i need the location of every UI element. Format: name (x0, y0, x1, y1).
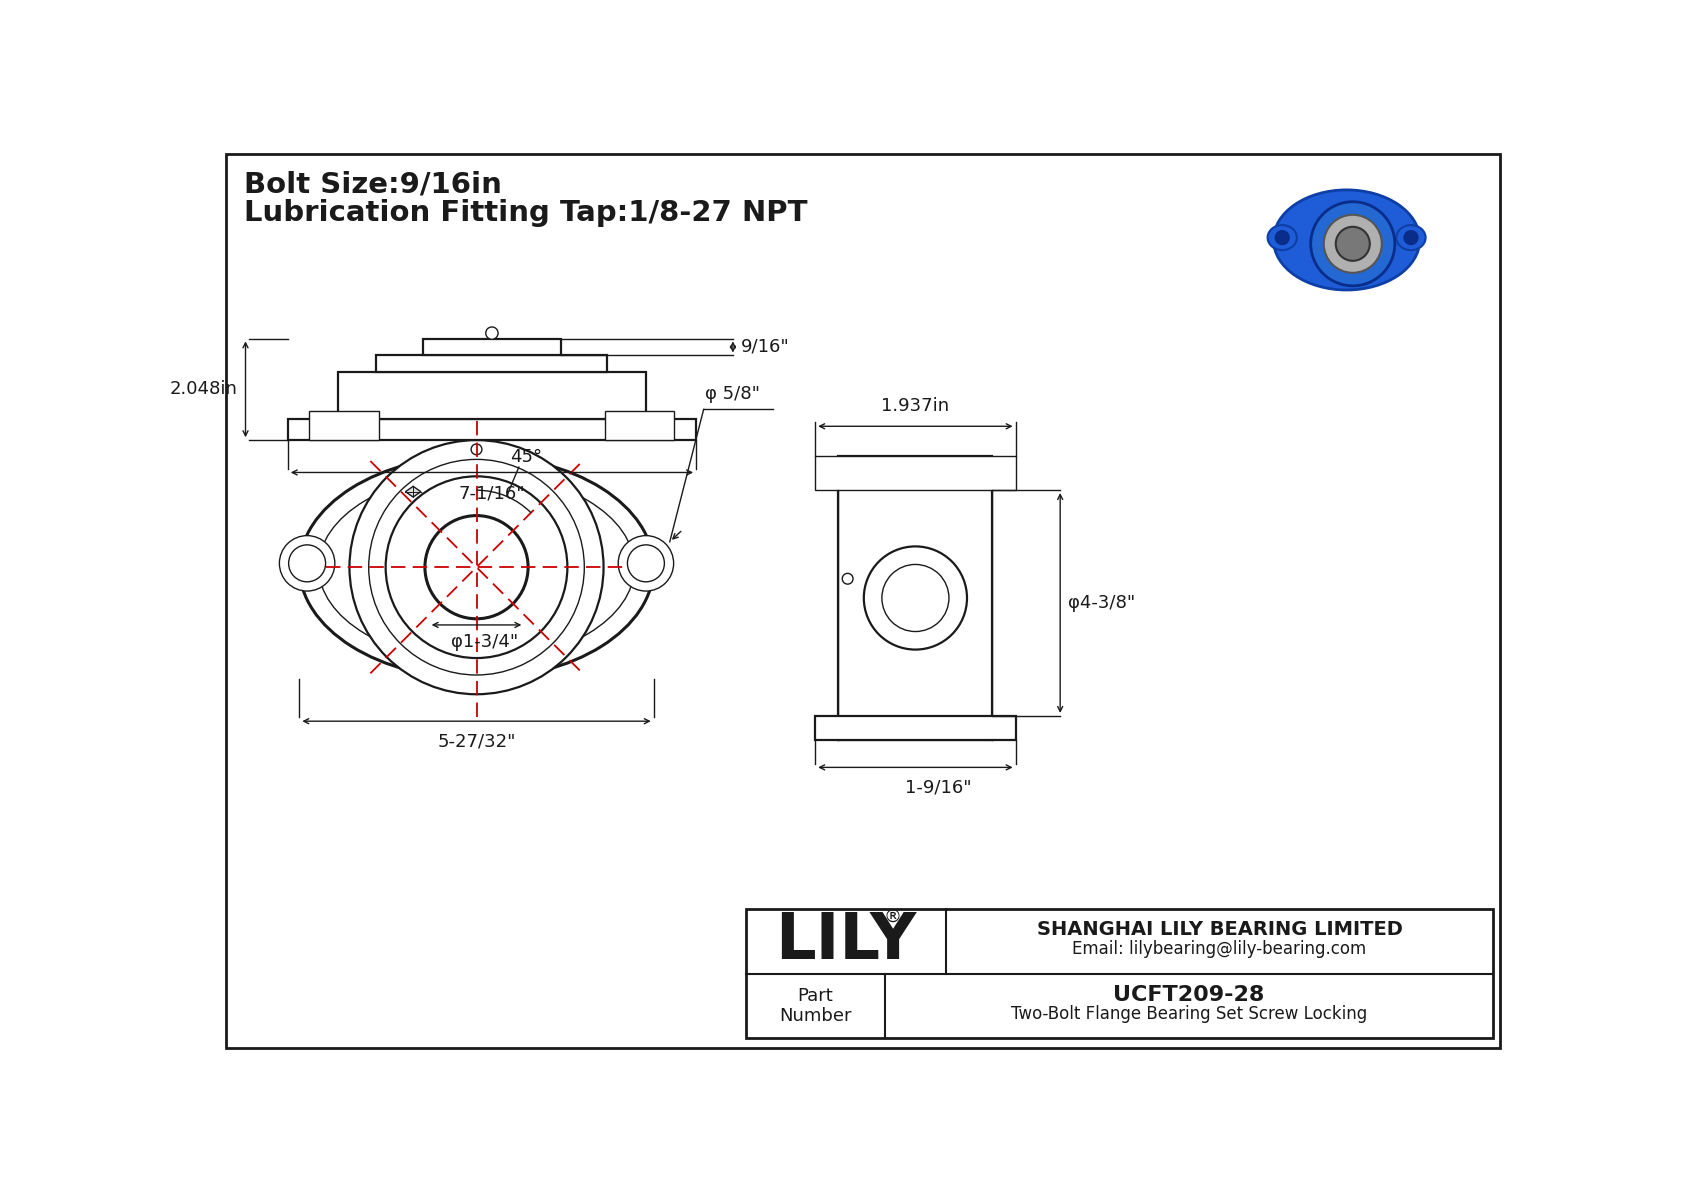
Text: LILY: LILY (776, 910, 916, 972)
Text: 5-27/32": 5-27/32" (438, 732, 515, 750)
Circle shape (280, 536, 335, 591)
Text: Bolt Size:9/16in: Bolt Size:9/16in (244, 170, 502, 199)
Bar (310, 411, 379, 441)
Circle shape (350, 441, 603, 694)
Bar (423, 338, 561, 355)
Ellipse shape (318, 473, 635, 661)
Text: 2.048in: 2.048in (170, 380, 237, 398)
Circle shape (842, 573, 854, 584)
Text: Part
Number: Part Number (780, 986, 852, 1025)
Bar (338, 373, 647, 418)
Bar (377, 355, 608, 373)
Text: 9/16": 9/16" (741, 338, 790, 356)
Text: 1.937in: 1.937in (881, 397, 950, 414)
Bar (288, 418, 695, 441)
Polygon shape (406, 486, 421, 497)
Circle shape (1324, 214, 1383, 273)
Circle shape (882, 565, 950, 631)
Ellipse shape (1396, 225, 1426, 250)
Circle shape (485, 328, 498, 339)
Circle shape (864, 547, 967, 649)
Circle shape (628, 544, 665, 582)
Text: 1-9/16": 1-9/16" (906, 779, 972, 797)
Ellipse shape (1268, 225, 1297, 250)
Text: φ1-3/4": φ1-3/4" (451, 632, 519, 650)
Bar (815, 455, 1015, 491)
Bar (605, 411, 674, 441)
Circle shape (386, 476, 568, 659)
Text: φ4-3/8": φ4-3/8" (1068, 594, 1135, 612)
Text: UCFT209-28: UCFT209-28 (1113, 985, 1265, 1005)
Text: 7-1/16": 7-1/16" (458, 484, 525, 503)
Text: φ 5/8": φ 5/8" (706, 385, 759, 404)
Bar (839, 455, 992, 741)
Text: SHANGHAI LILY BEARING LIMITED: SHANGHAI LILY BEARING LIMITED (1037, 919, 1403, 939)
Ellipse shape (1273, 189, 1420, 289)
Circle shape (369, 460, 584, 675)
Circle shape (424, 516, 529, 619)
Text: Two-Bolt Flange Bearing Set Screw Locking: Two-Bolt Flange Bearing Set Screw Lockin… (1010, 1005, 1367, 1023)
Circle shape (288, 544, 325, 582)
Circle shape (618, 536, 674, 591)
Circle shape (1310, 201, 1394, 286)
Text: ®: ® (882, 908, 901, 927)
Ellipse shape (300, 455, 653, 679)
Text: Lubrication Fitting Tap:1/8-27 NPT: Lubrication Fitting Tap:1/8-27 NPT (244, 199, 807, 227)
Circle shape (1404, 231, 1418, 244)
Bar (815, 716, 1015, 741)
Bar (746, 909, 1494, 1039)
Text: 45°: 45° (510, 448, 542, 466)
Circle shape (1275, 231, 1290, 244)
Circle shape (1335, 226, 1369, 261)
Text: Email: lilybearing@lily-bearing.com: Email: lilybearing@lily-bearing.com (1073, 940, 1367, 958)
Circle shape (472, 444, 482, 455)
